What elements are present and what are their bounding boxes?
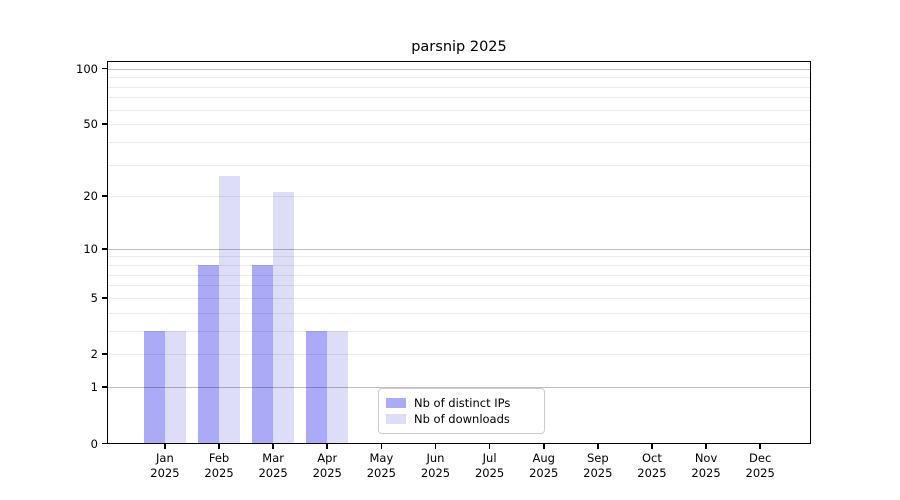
bar-downloads [219,175,241,444]
bar-downloads [327,330,349,444]
x-tick-mark [705,443,707,449]
y-tick-label: 2 [90,347,98,362]
x-tick-mark [759,443,761,449]
y-gridline-minor [107,86,811,88]
x-tick-mark [651,443,653,449]
y-tick-mark [101,353,107,356]
x-tick-mark [542,443,545,449]
y-gridline-major [107,248,811,250]
bar-distinct-ips [198,265,220,444]
x-tick-label: May 2025 [366,450,396,481]
y-gridline-minor [107,274,811,276]
y-gridline-minor [107,312,811,314]
y-gridline-minor [107,297,811,299]
x-tick-label: Jun 2025 [420,450,451,481]
legend-label: Nb of downloads [414,412,510,426]
y-gridline-minor [107,256,811,258]
bar-distinct-ips [143,330,165,444]
y-tick-label: 1 [90,380,98,395]
y-gridline-minor [107,77,811,79]
x-tick-label: Dec 2025 [745,450,775,481]
bar-distinct-ips [306,330,328,444]
x-tick-label: Oct 2025 [637,450,667,481]
bar-distinct-ips [252,265,274,444]
x-tick-mark [597,443,599,449]
y-gridline-minor [107,97,811,99]
legend-row: Nb of downloads [386,411,535,427]
y-tick-label: 5 [90,290,98,305]
bar-downloads [164,330,186,444]
y-tick-label: 100 [76,61,98,76]
y-gridline-minor [107,164,811,166]
y-tick-mark [101,247,107,250]
x-tick-mark [434,443,437,449]
y-gridline-major [107,387,811,389]
x-tick-label: Mar 2025 [258,450,288,481]
x-tick-label: Jul 2025 [474,450,505,481]
y-tick-mark [101,442,107,445]
y-gridline-minor [107,330,811,332]
y-tick-mark [101,297,107,299]
bar-downloads [273,192,295,444]
y-tick-mark [101,123,107,125]
x-tick-mark [272,443,274,449]
x-tick-label: Feb 2025 [204,450,234,481]
y-tick-mark [101,195,107,198]
x-tick-label: Sep 2025 [583,450,613,481]
y-gridline-minor [107,141,811,143]
y-tick-mark [101,386,107,388]
legend-row: Nb of distinct IPs [386,395,535,411]
x-tick-mark [326,443,329,449]
x-tick-label: Apr 2025 [312,450,342,481]
y-gridline-minor [107,196,811,198]
x-tick-mark [164,443,166,449]
x-tick-mark [218,443,220,449]
x-tick-label: Jan 2025 [150,450,180,481]
y-gridline-minor [107,265,811,267]
y-tick-mark [101,67,107,70]
chart-title: parsnip 2025 [411,39,507,55]
y-tick-label: 50 [83,117,98,132]
legend-swatch-downloads [386,414,406,424]
chart-legend: Nb of distinct IPs Nb of downloads [378,388,545,434]
y-gridline-minor [107,109,811,111]
legend-swatch-distinct-ips [386,398,406,408]
y-gridline-minor [107,354,811,356]
y-gridline-major [107,68,811,70]
x-tick-mark [380,443,383,449]
x-tick-mark [488,443,491,449]
x-tick-label: Aug 2025 [529,450,559,481]
y-gridline-minor [107,285,811,287]
x-tick-label: Nov 2025 [691,450,721,481]
y-tick-label: 0 [90,436,98,451]
y-gridline-minor [107,124,811,126]
y-tick-label: 20 [83,189,98,204]
legend-label: Nb of distinct IPs [414,396,511,410]
y-tick-label: 10 [83,241,98,256]
